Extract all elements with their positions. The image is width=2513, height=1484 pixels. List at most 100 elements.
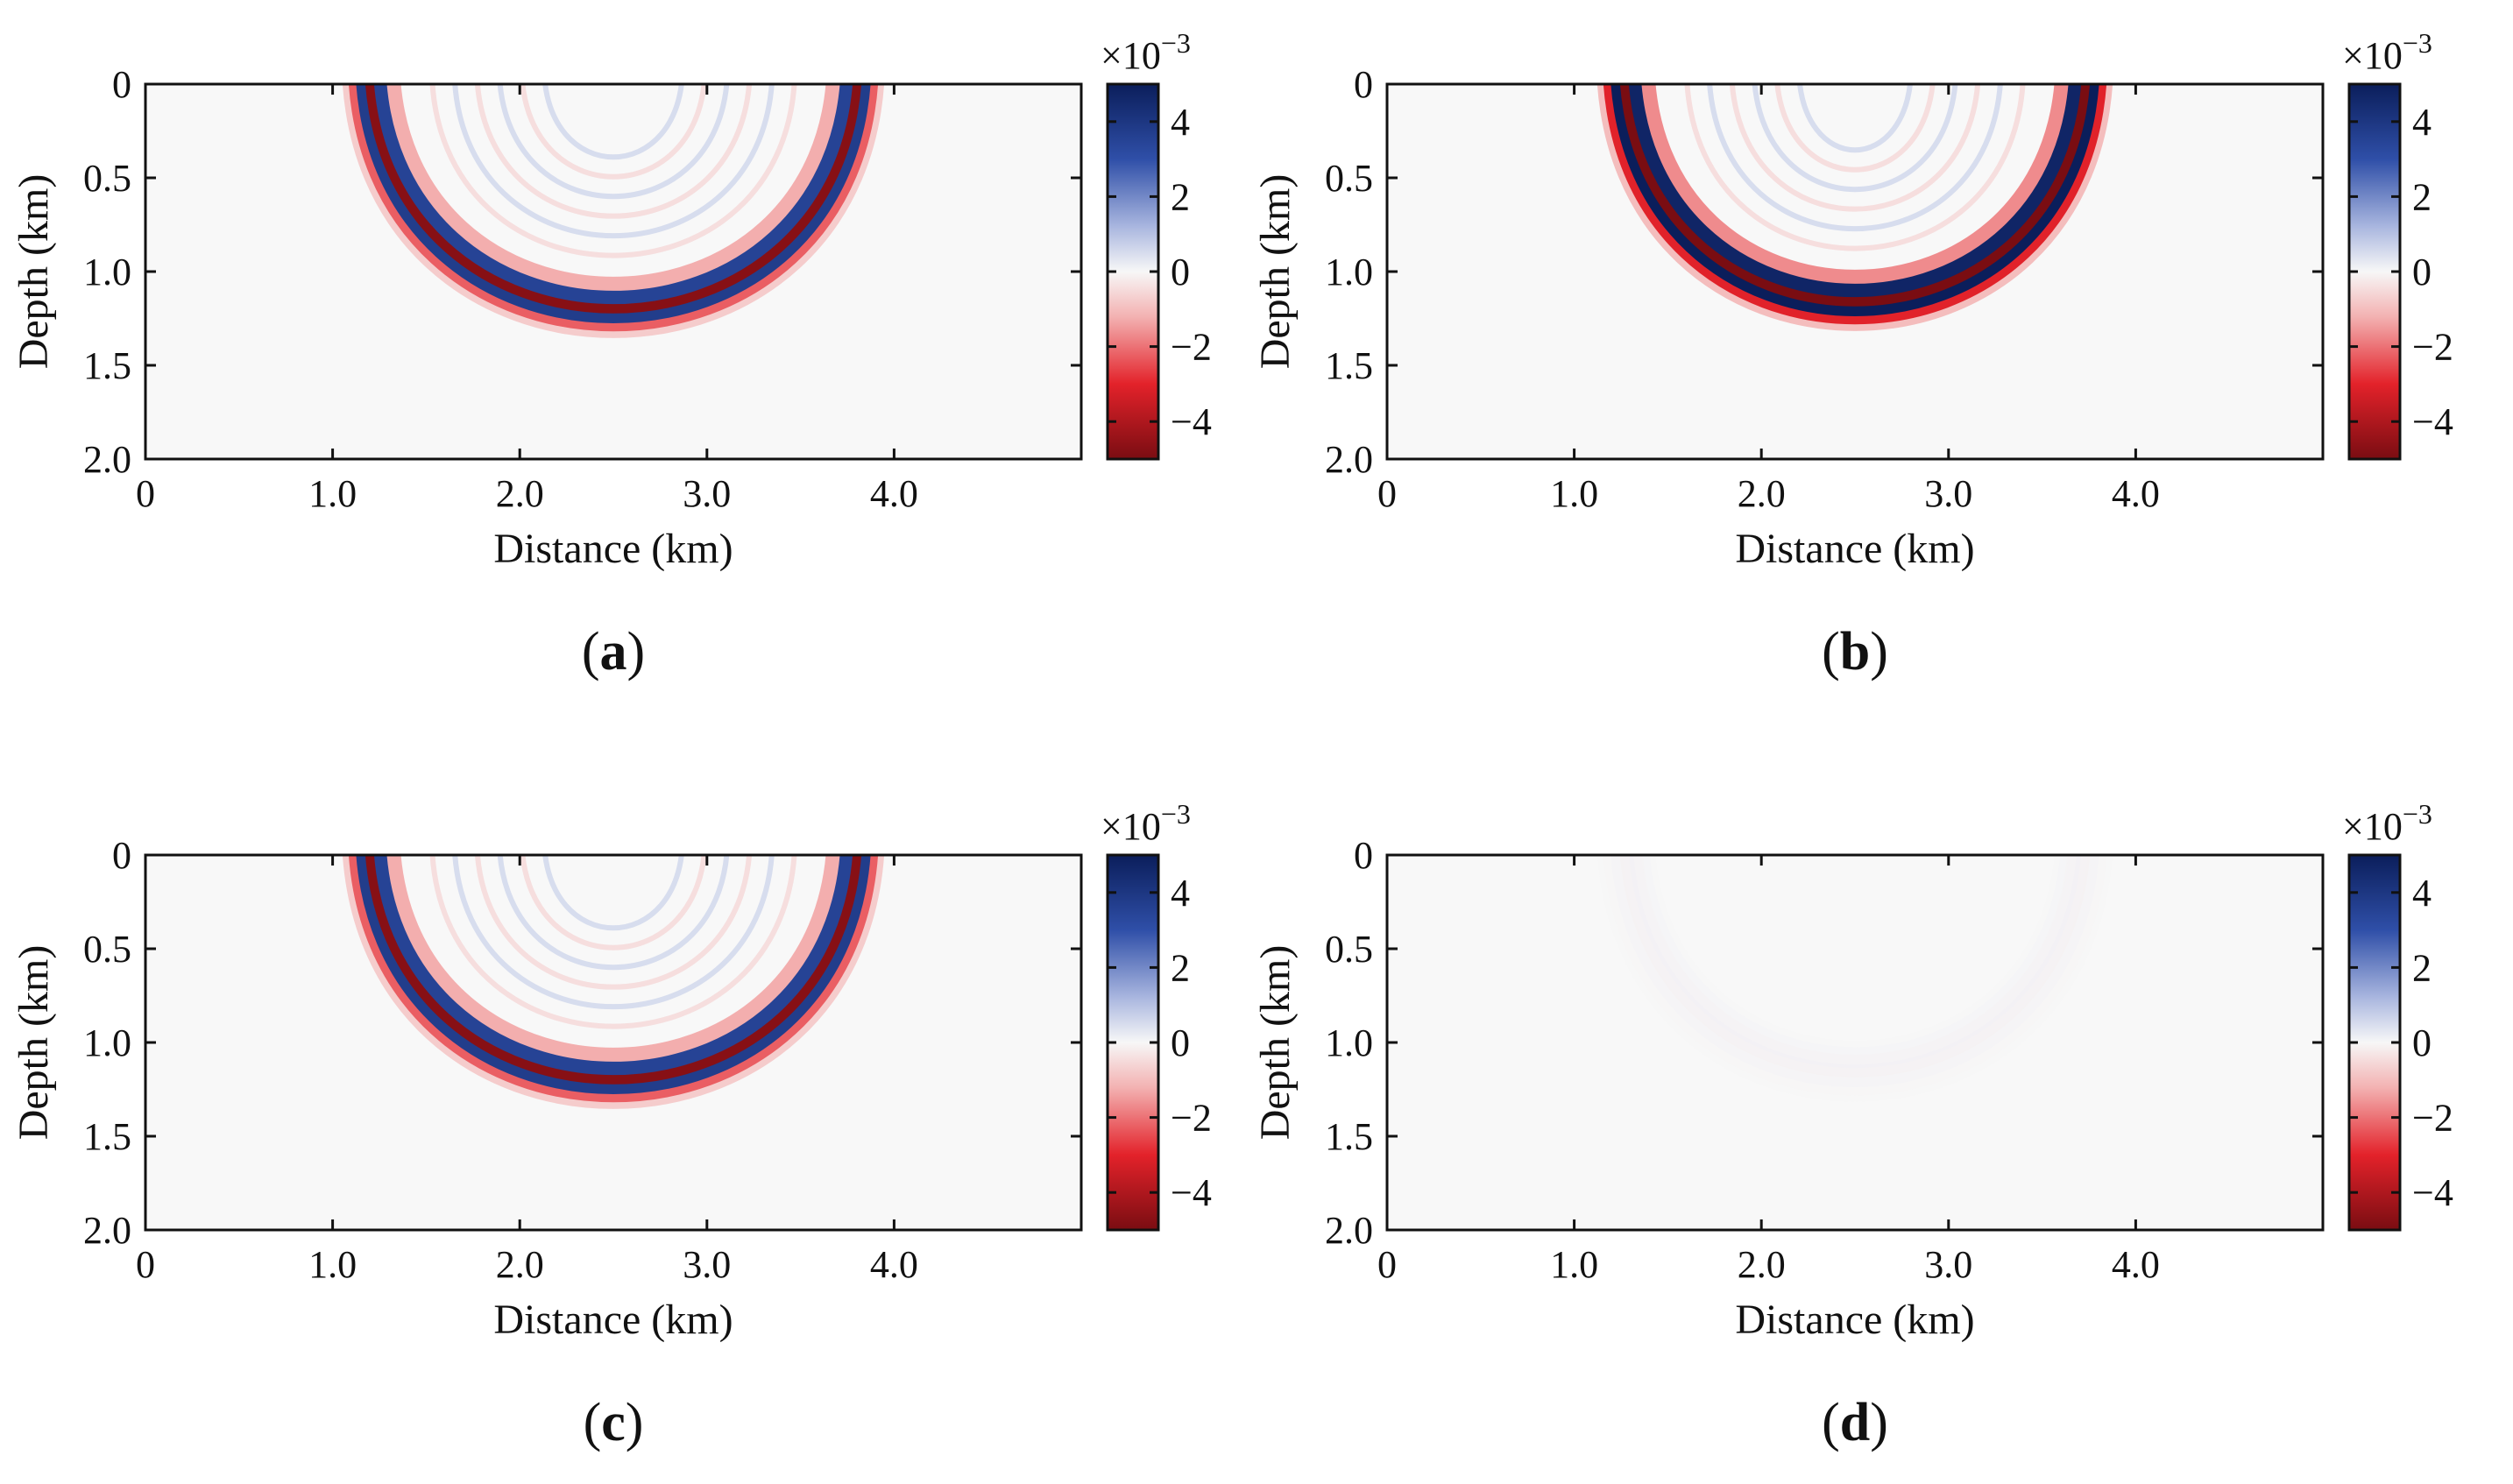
- x-tick-label: 1.0: [1550, 1243, 1598, 1286]
- x-tick-label: 4.0: [870, 1243, 918, 1286]
- interior-ripple: [520, 855, 707, 950]
- plot-area: [1387, 855, 2323, 1230]
- y-tick-label: 1.0: [1325, 251, 1373, 293]
- colorbar-tick-label: 0: [1171, 1021, 1190, 1064]
- panel-c: 0 1.0 2.0 3.0 4.0 0 0.5 1.0 1.5 2.0 Distance (km) D…: [11, 798, 1212, 1452]
- colorbar-tick-label: 0: [2412, 251, 2432, 293]
- caption-paren-open: (: [582, 622, 600, 682]
- y-axis-label: Depth (km): [11, 174, 57, 370]
- wavefield: [342, 84, 885, 338]
- y-tick-label: 2.0: [1325, 1209, 1373, 1252]
- colorbar-tick-label: 2: [2412, 946, 2432, 989]
- wavefront-band: [373, 84, 853, 305]
- panel-caption: (c): [584, 1393, 644, 1452]
- colorbar-tick-label: −2: [2412, 1097, 2453, 1140]
- x-tick-label: 4.0: [870, 472, 918, 515]
- x-axis-label: Distance (km): [493, 526, 733, 572]
- y-tick-label: 0.5: [1325, 157, 1373, 200]
- colorbar-exponent-power: −3: [2403, 798, 2432, 830]
- colorbar-tick-label: 2: [1171, 946, 1190, 989]
- colorbar-tick-label: −4: [1171, 1171, 1212, 1214]
- x-tick-label: 3.0: [683, 472, 731, 515]
- y-tick-label: 0: [1354, 63, 1373, 106]
- interior-ripple: [497, 84, 730, 200]
- interior-ripple: [1797, 84, 1913, 153]
- wavefront-band: [1628, 84, 2082, 297]
- interior-ripple: [429, 84, 797, 258]
- caption-paren-close: ): [626, 1393, 644, 1452]
- x-tick-label: 4.0: [2112, 472, 2160, 515]
- y-tick-label: 2.0: [83, 438, 131, 481]
- plot-area: [145, 855, 1081, 1230]
- y-tick-label: 1.0: [1325, 1021, 1373, 1064]
- x-tick-label: 1.0: [1550, 472, 1598, 515]
- x-axis-label: Distance (km): [1735, 1297, 1974, 1343]
- interior-ripple: [475, 855, 752, 990]
- x-axis-label: Distance (km): [493, 1297, 733, 1343]
- colorbar-exponent-base: ×10: [1101, 805, 1161, 848]
- wavefront-band: [1641, 84, 2069, 284]
- interior-ripple: [1752, 84, 1958, 192]
- caption-paren-close: ): [627, 622, 646, 682]
- colorbar-exponent: ×10−3: [2342, 798, 2432, 848]
- panel-a: 0 1.0 2.0 3.0 4.0 0 0.5 1.0 1.5 2.0 Distance (km) D…: [11, 27, 1212, 682]
- y-axis-label: Depth (km): [1252, 174, 1299, 370]
- colorbar-exponent-power: −3: [2403, 27, 2432, 59]
- plot-area: [145, 84, 1081, 459]
- x-tick-label: 0: [1377, 472, 1397, 515]
- x-tick-label: 1.0: [308, 472, 357, 515]
- x-tick-label: 2.0: [496, 472, 544, 515]
- caption-paren-open: (: [1822, 1393, 1840, 1452]
- colorbar-tick-label: 4: [1171, 872, 1190, 915]
- x-tick-label: 2.0: [1738, 1243, 1786, 1286]
- colorbar-exponent: ×10−3: [2342, 27, 2432, 77]
- x-tick-label: 0: [136, 1243, 155, 1286]
- y-tick-label: 1.0: [83, 251, 131, 293]
- colorbar-exponent-base: ×10: [2342, 34, 2403, 77]
- colorbar-tick-label: 0: [1171, 251, 1190, 293]
- y-axis-label: Depth (km): [11, 945, 57, 1141]
- y-tick-label: 1.5: [83, 344, 131, 387]
- caption-letter: b: [1840, 622, 1870, 682]
- colorbar-tick-label: 4: [1171, 101, 1190, 144]
- colorbar-tick-label: 0: [2412, 1021, 2432, 1064]
- y-tick-label: 0: [112, 63, 131, 106]
- colorbar-tick-label: 2: [2412, 175, 2432, 218]
- wavefront-band: [1596, 855, 2113, 1102]
- colorbar-exponent-base: ×10: [1101, 34, 1161, 77]
- x-tick-label: 1.0: [308, 1243, 357, 1286]
- colorbar-tick-label: −2: [1171, 1097, 1212, 1140]
- interior-ripple: [542, 84, 684, 160]
- y-tick-label: 0.5: [1325, 928, 1373, 971]
- panel-b: 0 1.0 2.0 3.0 4.0 0 0.5 1.0 1.5 2.0 Distance (km) D…: [1252, 27, 2453, 682]
- colorbar-exponent-power: −3: [1161, 27, 1191, 59]
- wavefield: [342, 855, 885, 1109]
- y-tick-label: 1.0: [83, 1021, 131, 1064]
- y-tick-label: 0.5: [83, 157, 131, 200]
- wavefront-band: [1610, 855, 2099, 1087]
- y-tick-label: 0: [1354, 834, 1373, 877]
- x-tick-label: 2.0: [1738, 472, 1786, 515]
- wavefield: [1596, 84, 2113, 331]
- caption-letter: a: [600, 622, 627, 682]
- x-tick-label: 0: [136, 472, 155, 515]
- interior-ripple: [542, 855, 684, 931]
- colorbar-tick-label: 4: [2412, 101, 2432, 144]
- y-axis-label: Depth (km): [1252, 945, 1299, 1141]
- colorbar-exponent: ×10−3: [1101, 798, 1191, 848]
- interior-ripple: [429, 855, 797, 1029]
- wavefield: [1596, 855, 2113, 1102]
- y-tick-label: 2.0: [83, 1209, 131, 1252]
- panel-caption: (d): [1822, 1393, 1888, 1452]
- caption-paren-close: ): [1870, 1393, 1888, 1452]
- wavefront-band: [373, 855, 853, 1076]
- colorbar-tick-label: −4: [2412, 400, 2453, 443]
- y-tick-label: 1.5: [1325, 344, 1373, 387]
- wavefront-band: [1628, 855, 2082, 1068]
- caption-letter: d: [1840, 1393, 1870, 1452]
- wavefront-band: [386, 84, 840, 291]
- x-tick-label: 0: [1377, 1243, 1397, 1286]
- x-tick-label: 3.0: [683, 1243, 731, 1286]
- colorbar-tick-label: −2: [1171, 326, 1212, 369]
- panel-caption: (a): [582, 622, 645, 682]
